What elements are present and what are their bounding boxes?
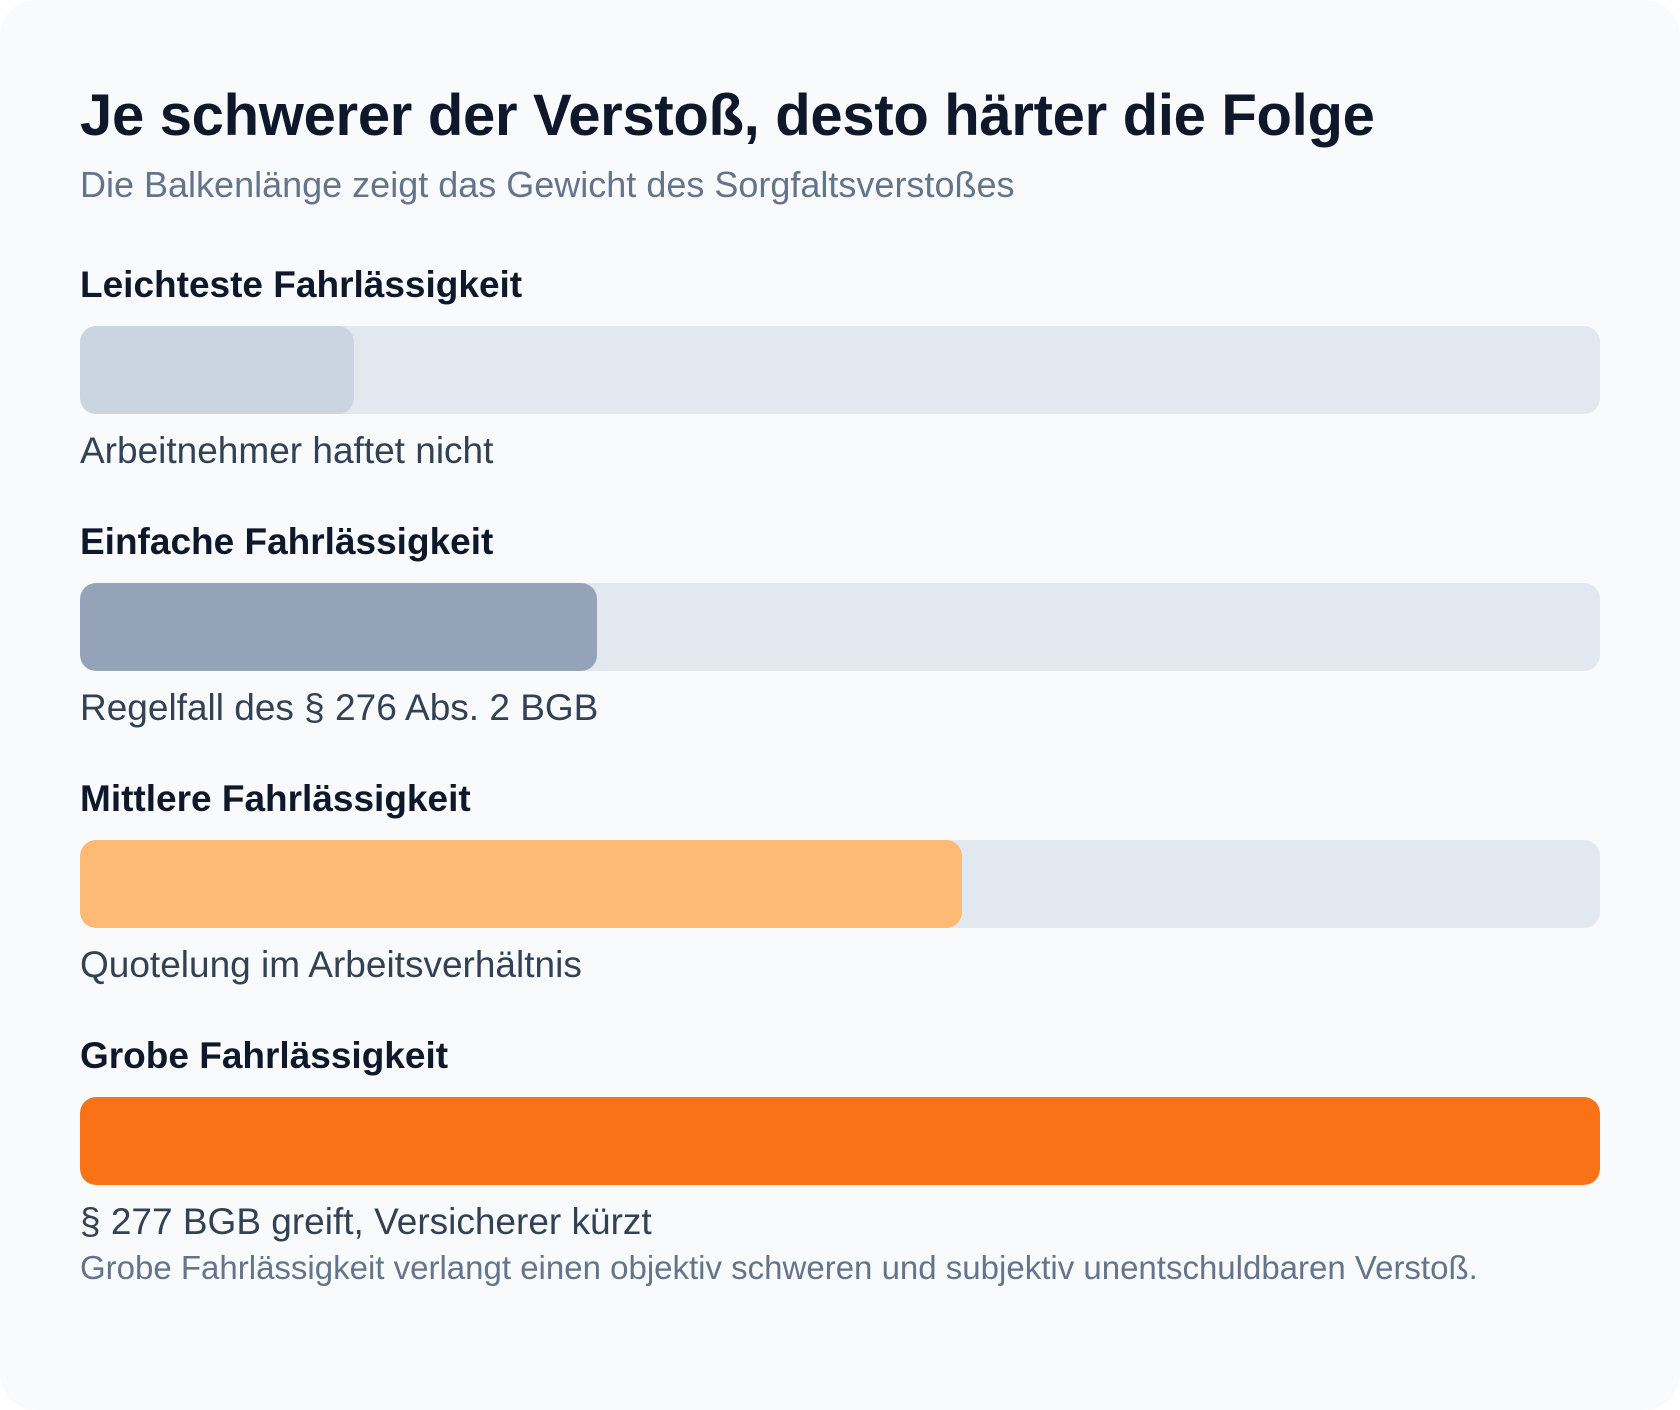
- bar-annotation: Arbeitnehmer haftet nicht: [80, 430, 494, 471]
- bar-fill-einfache: [80, 583, 597, 671]
- bar-annotation: Regelfall des § 276 Abs. 2 BGB: [80, 687, 599, 728]
- footnote: Grobe Fahrlässigkeit verlangt einen obje…: [80, 1249, 1478, 1286]
- bar-track: [80, 1097, 1600, 1185]
- bar-rows: Leichteste Fahrlässigkeit Arbeitnehmer h…: [80, 260, 1600, 1247]
- bar-row: Leichteste Fahrlässigkeit Arbeitnehmer h…: [80, 260, 1600, 476]
- bar-fill-grobe: [80, 1097, 1600, 1185]
- bar-track: [80, 583, 1600, 671]
- category-label: Grobe Fahrlässigkeit: [80, 1035, 449, 1076]
- bar-fill-mittlere: [80, 840, 962, 928]
- bar-annotation: § 277 BGB greift, Versicherer kürzt: [80, 1201, 652, 1242]
- bar-annotation: Quotelung im Arbeitsverhältnis: [80, 944, 582, 985]
- bar-track: [80, 840, 1600, 928]
- bar-row: Einfache Fahrlässigkeit Regelfall des § …: [80, 517, 1600, 733]
- bar-track: [80, 326, 1600, 414]
- category-label: Einfache Fahrlässigkeit: [80, 521, 494, 562]
- bar-row: Grobe Fahrlässigkeit § 277 BGB greift, V…: [80, 1031, 1600, 1247]
- category-label: Mittlere Fahrlässigkeit: [80, 778, 471, 819]
- category-label: Leichteste Fahrlässigkeit: [80, 264, 523, 305]
- bar-fill-leichteste: [80, 326, 354, 414]
- bar-row: Mittlere Fahrlässigkeit Quotelung im Arb…: [80, 774, 1600, 990]
- chart-title: Je schwerer der Verstoß, desto härter di…: [80, 83, 1375, 148]
- chart-subtitle: Die Balkenlänge zeigt das Gewicht des So…: [80, 164, 1015, 205]
